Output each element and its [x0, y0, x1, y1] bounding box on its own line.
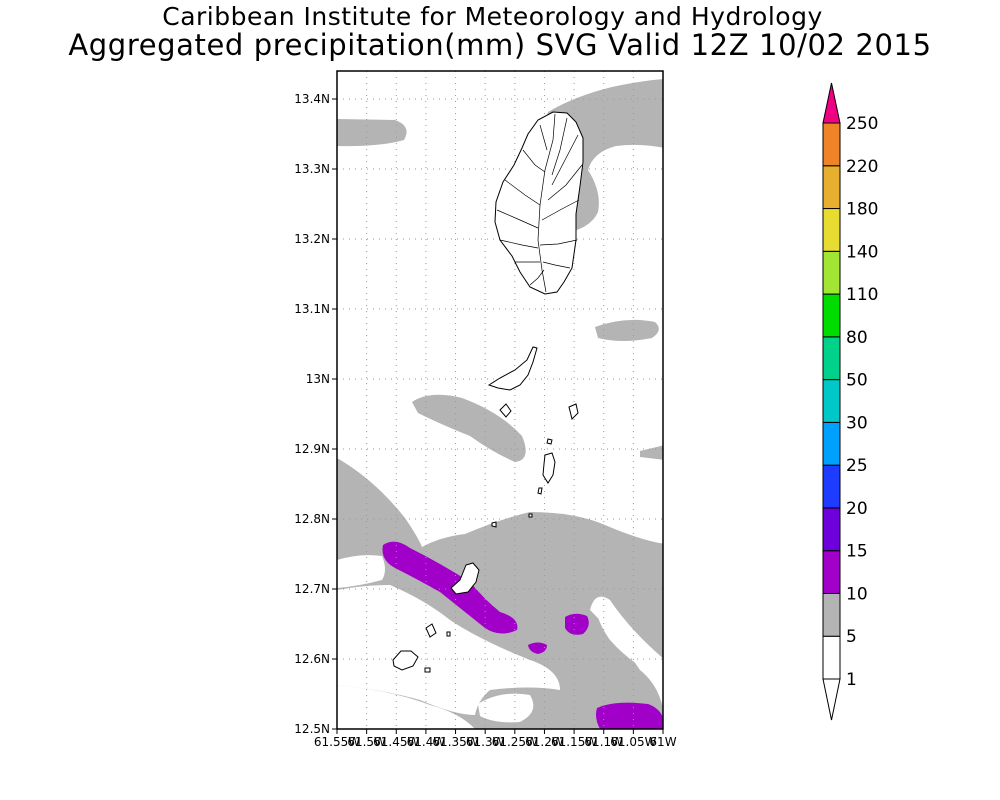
colorbar-label: 80: [846, 328, 868, 348]
colorbar-band: [822, 592, 841, 637]
dry-area: [337, 555, 385, 588]
lat-tick-label: 12.6N: [294, 652, 330, 666]
lat-tick-label: 13N: [306, 372, 330, 386]
island: [542, 452, 556, 484]
dry-area: [596, 598, 663, 680]
colorbar-band: [822, 421, 841, 466]
union-island: [450, 562, 480, 595]
precip-area: [412, 394, 526, 462]
colorbar-band: [822, 208, 841, 252]
precip-5-10mm: [382, 541, 663, 729]
carriacou-island: [425, 623, 437, 638]
colorbar-label: 1: [846, 670, 857, 690]
island: [446, 631, 451, 637]
bequia-island: [487, 346, 538, 391]
colorbar-band: [822, 336, 841, 381]
precip-area: [528, 642, 547, 654]
colorbar-label: 180: [846, 200, 878, 220]
colorbar-band: [822, 550, 841, 594]
colorbar-bottom-arrow: [822, 678, 841, 721]
precip-area: [565, 613, 589, 635]
chart-subtitle: Aggregated precipitation(mm) SVG Valid 1…: [68, 28, 932, 62]
st-vincent-island: [494, 111, 584, 295]
lat-tick-label: 12.5N: [294, 722, 330, 736]
lon-tick-label: 61.1W: [584, 735, 623, 749]
precip-area: [640, 445, 663, 460]
island: [491, 521, 497, 528]
colorbar-label: 30: [846, 413, 868, 433]
precip-area: [595, 319, 659, 341]
lon-tick-label: 61.55W: [314, 735, 360, 749]
colorbar-band: [822, 165, 841, 210]
lon-tick-label: 61.35W: [432, 735, 478, 749]
colorbar-band: [822, 635, 841, 680]
colorbar-label: 15: [846, 542, 868, 562]
colorbar-band: [822, 507, 841, 552]
colorbar-label: 25: [846, 456, 868, 476]
island: [568, 403, 579, 420]
st-vincent-drainage: [496, 113, 583, 293]
colorbar-band: [822, 464, 841, 509]
colorbar-band: [822, 250, 841, 295]
plot-frame: [336, 70, 664, 730]
precip-gaps: [337, 555, 663, 729]
island: [424, 667, 431, 673]
lon-tick-label: 61.3W: [466, 735, 505, 749]
chart-title: Caribbean Institute for Meteorology and …: [162, 2, 823, 31]
island: [499, 403, 512, 418]
lon-tick-label: 61.05W: [610, 735, 656, 749]
precip-area: [337, 119, 407, 147]
lon-tick-label: 61.2W: [525, 735, 564, 749]
precip-area: [337, 458, 663, 729]
colorbar-label: 10: [846, 584, 868, 604]
colorbar-top-arrow: [822, 82, 841, 124]
colorbar-band: [822, 293, 841, 338]
colorbar-label: 220: [846, 157, 878, 177]
lon-tick-label: 61.15W: [551, 735, 597, 749]
lon-tick-label: 61.4W: [407, 735, 446, 749]
precip-area: [596, 702, 663, 729]
colorbar-label: 50: [846, 371, 868, 391]
lat-tick-label: 13.1N: [294, 302, 330, 316]
coastlines: [392, 111, 584, 673]
lat-tick-label: 12.9N: [294, 442, 330, 456]
petite-martinique-island: [392, 650, 419, 671]
dry-area: [478, 693, 534, 723]
colorbar-label: 250: [846, 114, 878, 134]
axis-ticks: [332, 98, 664, 734]
colorbar-label: 140: [846, 242, 878, 262]
island: [528, 513, 533, 518]
colorbar-label: 20: [846, 499, 868, 519]
dry-area: [337, 685, 475, 729]
lon-tick-label: 61.5W: [347, 735, 386, 749]
lon-tick-label: 61W: [649, 735, 676, 749]
colorbar-band: [822, 379, 841, 423]
lat-tick-label: 12.7N: [294, 582, 330, 596]
colorbar-band: [822, 122, 841, 167]
lat-tick-label: 13.2N: [294, 232, 330, 246]
lat-tick-label: 12.8N: [294, 512, 330, 526]
lat-tick-label: 13.4N: [294, 92, 330, 106]
island: [546, 438, 553, 445]
latitude-tick-labels: 13.4N 13.3N 13.2N 13.1N 13N 12.9N 12.8N 12.7N 12…: [294, 92, 330, 736]
island: [537, 487, 543, 495]
lon-tick-label: 61.45W: [373, 735, 419, 749]
precip-area: [382, 541, 518, 634]
precipitation-field: [337, 79, 663, 729]
lat-tick-label: 13.3N: [294, 162, 330, 176]
longitude-tick-labels: 61.55W61.5W61.45W61.4W61.35W61.3W61.25W6…: [314, 735, 677, 749]
lon-tick-label: 61.25W: [492, 735, 538, 749]
colorbar-label: 110: [846, 285, 878, 305]
colorbar-label: 5: [846, 627, 857, 647]
